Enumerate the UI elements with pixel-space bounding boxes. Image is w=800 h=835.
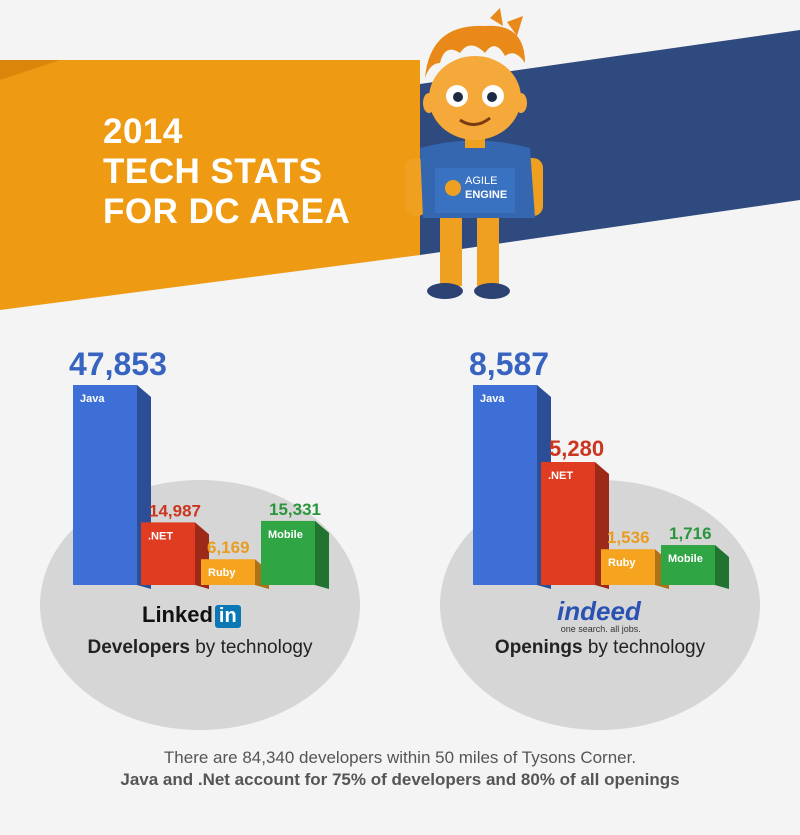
bar-ruby [601, 549, 655, 585]
bar-category-label: .NET [548, 470, 573, 482]
footer-highlight: Java and .Net account for 75% of develop… [120, 770, 680, 789]
bar-value-label: 14,987 [149, 501, 201, 520]
mascot-smile [459, 116, 491, 126]
orange-banner [0, 60, 420, 310]
bar-mobile [261, 520, 315, 585]
bar-category-label: Java [480, 393, 505, 405]
shirt-text-1: AGILE [465, 175, 497, 187]
title-line-2: TECH STATS [103, 152, 323, 191]
page-title: 2014 TECH STATS FOR DC AREA [103, 112, 350, 232]
mascot-hair [425, 25, 525, 79]
rocket-icon [445, 180, 461, 196]
bar-value-label: 1,536 [607, 528, 650, 547]
left-shoe [427, 283, 463, 299]
mascot-illustration: AGILE ENGINE [405, 8, 543, 299]
bar-category-label: Ruby [608, 557, 636, 569]
bar-java [473, 385, 537, 585]
linkedin-in-box: in [214, 605, 241, 628]
caption-bold: Developers [87, 637, 190, 658]
bar-category-label: .NET [148, 530, 173, 542]
linkedin-logo-text: Linked [142, 602, 213, 627]
bar-side-3 [715, 545, 729, 589]
developers-caption: Developers by technology [0, 637, 400, 659]
bar-net [541, 462, 595, 585]
footer-note: There are 84,340 developers within 50 mi… [163, 748, 637, 767]
indeed-logo: indeed one search. all jobs. [557, 598, 641, 634]
bar-java [73, 385, 137, 585]
bar-value-label: 5,280 [549, 436, 604, 461]
bar-category-label: Ruby [208, 567, 236, 579]
mascot-head [429, 56, 521, 140]
bar-category-label: Mobile [268, 529, 303, 541]
bar-category-label: Java [80, 393, 105, 405]
right-shoe [474, 283, 510, 299]
openings-chart-svg: Java 8,587 .NET 5,280 Ruby 1,536 Mobile 1,716 [440, 346, 760, 730]
bar-side-3 [315, 520, 329, 589]
bar-category-label: Mobile [668, 553, 703, 565]
bar-value-label: 1,716 [669, 524, 712, 543]
title-line-3: FOR DC AREA [103, 192, 351, 231]
bar-value-label: 47,853 [69, 346, 167, 382]
caption-bold: Openings [494, 637, 583, 658]
indeed-logo-text: indeed [557, 596, 641, 626]
openings-caption: Openings by technology [400, 637, 800, 659]
bar-value-label: 8,587 [469, 346, 549, 382]
bar-ruby [201, 559, 255, 585]
shirt-text-2: ENGINE [465, 189, 507, 201]
bar-mobile [661, 545, 715, 585]
caption-rest: by technology [189, 637, 313, 658]
bar-value-label: 15,331 [269, 500, 321, 519]
bar-value-label: 6,169 [207, 538, 250, 557]
openings-chart: Java 8,587 .NET 5,280 Ruby 1,536 Mobile 1,716 i… [400, 340, 800, 740]
developers-chart: Java 47,853 .NET 14,987 Ruby 6,169 Mobile 15,33… [0, 340, 400, 740]
developers-chart-svg: Java 47,853 .NET 14,987 Ruby 6,169 Mobile 15,33… [40, 346, 360, 730]
title-year: 2014 [103, 112, 183, 151]
bar-net [141, 522, 195, 585]
indeed-tagline: one search. all jobs. [560, 624, 641, 634]
linkedin-logo: Linked in [142, 602, 241, 628]
caption-rest: by technology [582, 637, 706, 658]
